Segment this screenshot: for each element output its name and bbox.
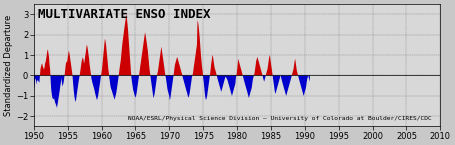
Text: MULTIVARIATE ENSO INDEX: MULTIVARIATE ENSO INDEX <box>38 8 210 21</box>
Text: NOAA/ESRL/Physical Science Division – University of Colorado at Boulder/CIRES/CD: NOAA/ESRL/Physical Science Division – Un… <box>128 116 432 121</box>
Y-axis label: Standardized Departure: Standardized Departure <box>4 15 13 116</box>
